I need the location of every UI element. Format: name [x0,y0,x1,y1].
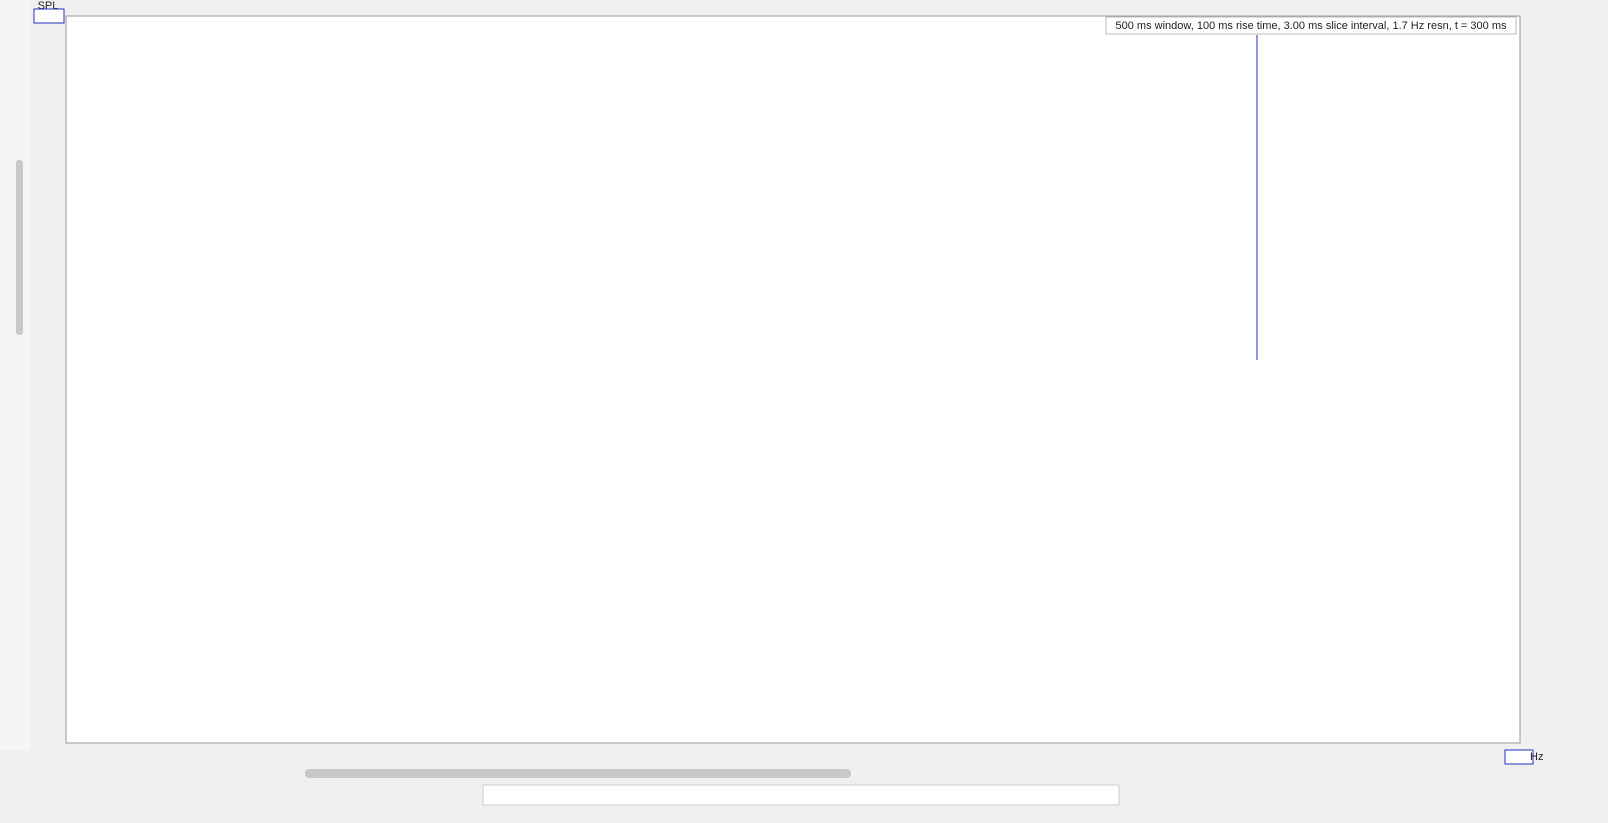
info-box [1105,16,1517,35]
plot-area [65,15,1521,744]
h-scroll-thumb[interactable] [305,769,851,778]
x-max-box[interactable] [1504,749,1534,765]
info-text: 500 ms window, 100 ms rise time, 3.00 ms… [1116,20,1507,32]
side-scrollbar[interactable] [16,160,23,335]
side-panel [0,0,30,750]
y-max-box[interactable] [33,8,65,24]
x-axis-label: Hz [1530,751,1543,763]
y-axis-label: SPL [38,0,59,12]
legend-bar [482,784,1120,806]
